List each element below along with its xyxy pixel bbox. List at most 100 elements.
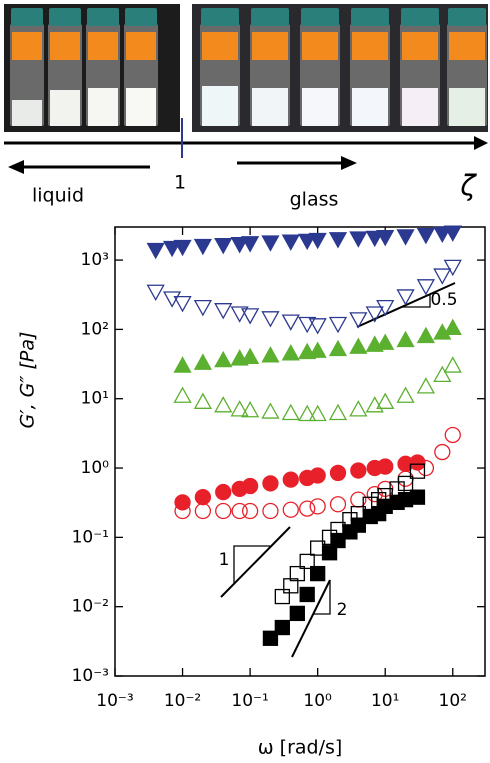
data-point [308, 404, 327, 422]
data-point [377, 458, 394, 475]
data-point [409, 463, 426, 479]
data-point [376, 300, 395, 317]
data-point [349, 337, 368, 354]
data-point [365, 230, 384, 248]
vial-label [252, 32, 288, 60]
data-point [328, 232, 348, 249]
data-point [416, 326, 435, 344]
plot-frame [114, 226, 486, 677]
vial-contents [449, 88, 485, 126]
data-point [215, 502, 232, 520]
data-point [366, 486, 383, 503]
x-tick-label: 10² [439, 691, 467, 711]
vial-contents [126, 88, 156, 126]
data-point [443, 356, 462, 373]
data-point [444, 426, 461, 444]
y-tick-label: 10² [81, 319, 109, 339]
y-axis-label: G′, G″ [Pa] [17, 332, 39, 429]
slope-triangle [401, 294, 431, 308]
data-point [329, 464, 347, 482]
data-point [193, 300, 212, 317]
data-point [261, 311, 280, 328]
chart: ω [rad/s] G′, G″ [Pa] 0.5 1 2 10⁻³ 10⁻² 10… [17, 225, 486, 759]
vial-cap [448, 8, 486, 26]
glass-label: glass [290, 189, 339, 211]
data-point [350, 462, 367, 479]
data-point [443, 318, 462, 335]
vial-label [126, 32, 156, 60]
data-point [321, 545, 338, 561]
data-point [328, 316, 348, 334]
vial-label [449, 32, 485, 60]
data-point [262, 502, 279, 520]
y-tick-label: 10³ [81, 250, 109, 270]
x-tick-label: 10⁻² [164, 691, 201, 711]
data-point [281, 234, 300, 251]
vial-cap [251, 8, 289, 26]
vial-contents [50, 90, 80, 126]
glass-arrowhead [341, 156, 357, 170]
data-point [214, 237, 233, 255]
data-point [329, 496, 347, 513]
data-point [241, 308, 260, 325]
slope-label: 1 [219, 550, 230, 570]
data-point [433, 226, 452, 244]
data-point [282, 501, 299, 518]
data-point [241, 502, 259, 520]
data-point [396, 289, 415, 306]
data-point [146, 242, 165, 260]
data-point [298, 404, 317, 422]
y-tick-label: 10⁻¹ [72, 527, 109, 547]
liquid-label: liquid [32, 185, 84, 207]
data-point [396, 386, 415, 403]
data-point [434, 443, 451, 461]
zeta-arrowhead [474, 136, 488, 150]
y-tick-label: 10⁰ [81, 458, 110, 478]
data-point [173, 356, 192, 373]
data-point [194, 502, 212, 520]
data-point [349, 400, 368, 417]
vial-label [50, 32, 80, 60]
data-point [241, 236, 260, 253]
y-tick-label: 10⁻² [72, 597, 109, 617]
vial-contents [302, 88, 338, 126]
data-point [350, 517, 366, 533]
slope-triangle [233, 545, 270, 583]
vial-label [302, 32, 338, 60]
vials [10, 8, 487, 126]
data-point [328, 403, 348, 421]
data-point [416, 377, 435, 394]
data-point [230, 400, 249, 417]
data-point [309, 467, 326, 484]
vial-label [352, 32, 388, 60]
data-point [162, 291, 182, 308]
zeta-symbol: ζ [459, 169, 477, 202]
x-tick-label: 10⁻¹ [231, 691, 268, 711]
data-point [309, 498, 326, 515]
data-point [365, 306, 384, 323]
vial-label [202, 32, 238, 60]
data-point [330, 532, 346, 549]
data-point [289, 565, 305, 582]
y-tick-label: 10¹ [81, 389, 109, 409]
data-point [173, 295, 192, 313]
vial-contents [402, 88, 438, 126]
data-point [376, 392, 395, 409]
data-point [174, 494, 191, 511]
data-point [281, 314, 300, 331]
data-point [194, 489, 212, 506]
data-point [231, 502, 248, 520]
data-point [310, 565, 326, 582]
data-point [308, 232, 327, 250]
data-point [443, 225, 462, 242]
x-tick-label: 10⁰ [303, 691, 332, 711]
data-point [241, 477, 259, 495]
data-point [409, 489, 426, 505]
x-tick-label: 10⁻³ [96, 691, 133, 711]
x-axis-label: ω [rad/s] [258, 737, 343, 759]
data-point [193, 238, 212, 256]
vial-cap [401, 8, 439, 26]
data-point [193, 353, 212, 370]
data-point [417, 459, 435, 477]
data-point [173, 239, 192, 257]
